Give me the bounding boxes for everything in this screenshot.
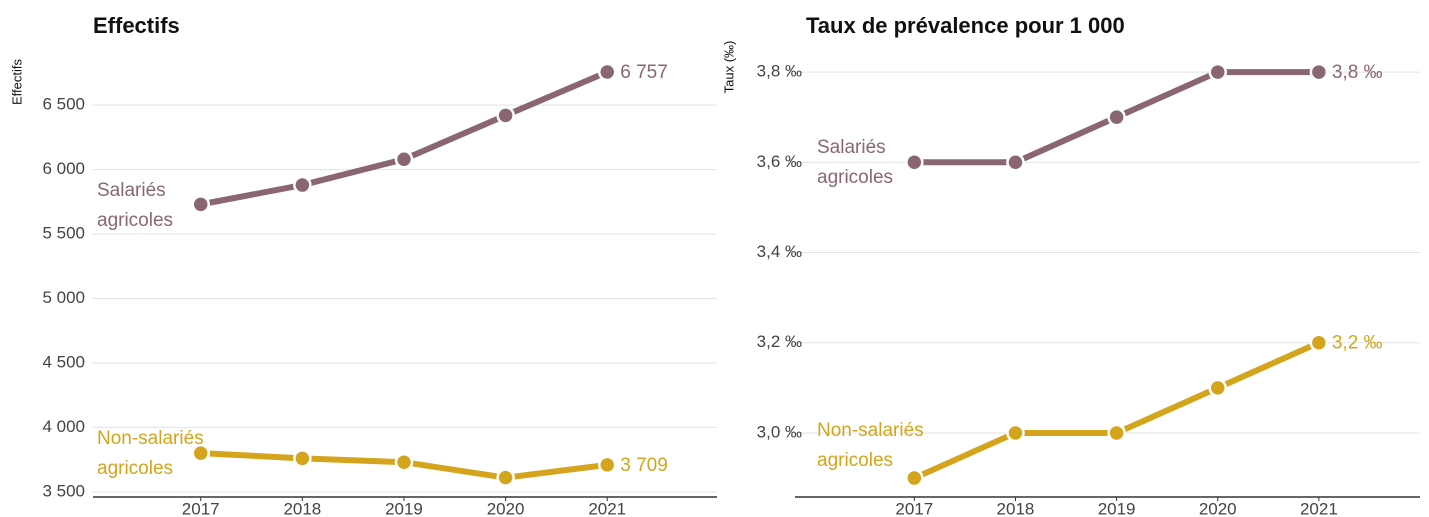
- y-tick-label: 3,6 ‰: [757, 152, 802, 171]
- point: [1208, 378, 1227, 398]
- x-tick-label: 2019: [385, 499, 423, 517]
- series-line: [200, 69, 609, 208]
- value-label: 3 709: [620, 455, 668, 476]
- point: [1208, 62, 1227, 82]
- point: [496, 106, 515, 125]
- series-label: Salariés agricoles: [97, 180, 174, 231]
- point: [496, 468, 515, 487]
- series-line: [913, 339, 1321, 481]
- point: [191, 195, 210, 214]
- x-tick-label: 2017: [182, 499, 220, 517]
- point: [1006, 153, 1025, 172]
- x-tick-label: 2018: [997, 499, 1035, 517]
- point: [905, 468, 924, 488]
- y-tick-label: 6 000: [42, 159, 85, 178]
- value-label: 3,8 ‰: [1332, 62, 1383, 83]
- point: [1107, 107, 1126, 127]
- series-label: Non-salariés agricoles: [97, 428, 204, 479]
- point: [394, 452, 414, 472]
- y-axis-title: Taux (‰): [721, 41, 736, 94]
- x-tick-label: 2020: [1199, 499, 1237, 517]
- y-tick-label: 5 500: [42, 224, 85, 243]
- y-tick-label: 3,8 ‰: [757, 62, 802, 81]
- point: [293, 449, 312, 468]
- point: [597, 455, 617, 475]
- chart-title: Taux de prévalence pour 1 000: [806, 13, 1125, 38]
- point: [293, 175, 312, 195]
- x-tick-label: 2019: [1098, 499, 1136, 517]
- y-axis-title: Effectifs: [9, 59, 24, 106]
- y-tick-label: 5 000: [42, 288, 85, 307]
- point: [191, 443, 210, 463]
- point: [1309, 62, 1329, 82]
- value-label: 3,2 ‰: [1332, 333, 1383, 354]
- x-tick-label: 2020: [487, 499, 525, 517]
- value-label: 6 757: [620, 62, 668, 83]
- x-tick-label: 2018: [283, 499, 321, 517]
- y-tick-label: 6 500: [42, 95, 85, 114]
- series-label: Non-salariés agricoles: [817, 420, 924, 471]
- x-tick-label: 2021: [1300, 499, 1338, 517]
- x-tick-label: 2021: [588, 499, 626, 517]
- y-tick-label: 4 000: [42, 417, 85, 436]
- point: [394, 150, 414, 169]
- x-tick-label: 2017: [895, 499, 933, 517]
- y-tick-label: 4 500: [42, 352, 85, 371]
- y-tick-label: 3,4 ‰: [757, 242, 802, 261]
- y-tick-label: 3,0 ‰: [757, 422, 802, 441]
- series-label: Salariés agricoles: [817, 137, 894, 188]
- point: [597, 62, 617, 82]
- point: [1006, 423, 1025, 443]
- point: [905, 153, 924, 172]
- point: [1107, 423, 1126, 443]
- y-tick-label: 3 500: [42, 481, 85, 500]
- chart-title: Effectifs: [93, 13, 180, 38]
- y-tick-label: 3,2 ‰: [757, 332, 802, 351]
- point: [1309, 333, 1329, 352]
